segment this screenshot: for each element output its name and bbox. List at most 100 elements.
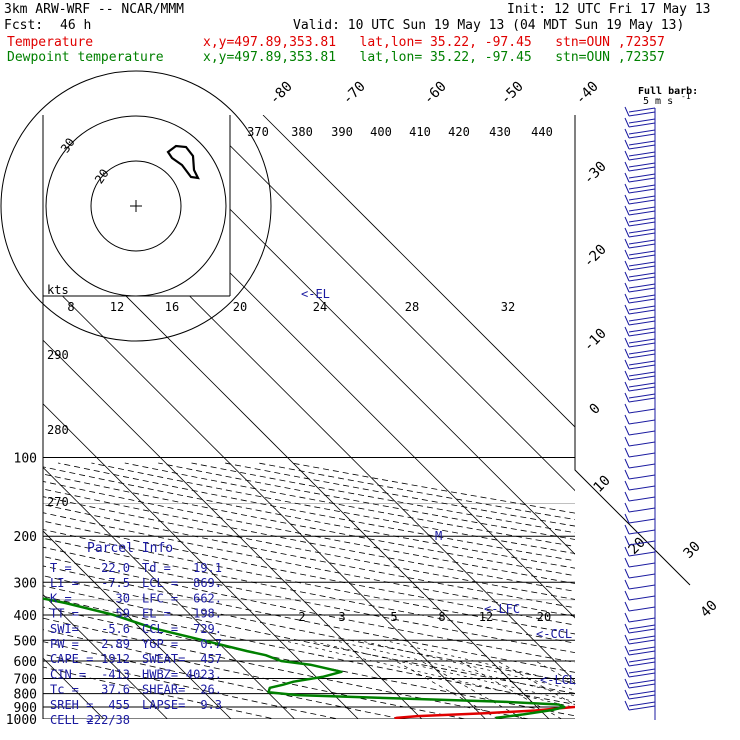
mixing-ratio-label: 12 <box>479 610 493 624</box>
barb-flag <box>628 184 656 190</box>
wind-barb <box>624 502 656 513</box>
isotherm <box>43 339 423 719</box>
barb-feather <box>624 535 630 546</box>
wind-barb <box>624 491 656 502</box>
temperature-tick-label: 10 <box>591 473 614 496</box>
theta-label: 440 <box>531 125 553 139</box>
barb-flag <box>628 199 656 205</box>
theta-label: 380 <box>291 125 313 139</box>
wind-barb <box>624 645 656 656</box>
barb-feather <box>624 502 630 513</box>
temperature-tick-label: -10 <box>581 326 610 355</box>
mixing-ratio-label: 20 <box>537 610 551 624</box>
barb-flag <box>628 188 656 194</box>
wind-barb <box>624 546 656 557</box>
valid-time: Valid: 10 UTC Sun 19 May 13 (04 MDT Sun … <box>293 18 685 33</box>
parcel-row-value: 59 <box>116 607 130 621</box>
parcel-row-label: LI = <box>50 576 79 590</box>
barb-flag <box>628 140 656 146</box>
barb-flag <box>628 250 656 256</box>
dry-adiabat <box>43 512 575 617</box>
wind-barb <box>624 656 656 667</box>
hodograph-speed-label: 28 <box>405 300 419 314</box>
barb-flag <box>628 617 656 623</box>
hodograph-speed-label: 16 <box>165 300 179 314</box>
barb-feather <box>624 513 630 524</box>
parcel-row-label: EL = <box>142 607 171 621</box>
wind-barb <box>624 205 656 216</box>
parcel-row-value: 0.7 <box>200 637 222 651</box>
parcel-row-label: SWI= <box>50 622 79 636</box>
parcel-row-value: 22.0 <box>101 561 130 575</box>
barb-flag <box>628 635 656 641</box>
dry-adiabat <box>43 488 575 592</box>
dry-adiabat <box>224 462 575 527</box>
barb-feather <box>624 425 630 436</box>
barb-flag <box>628 705 656 711</box>
barb-flag <box>628 155 656 161</box>
barb-feather <box>624 282 630 293</box>
parcel-row-label: LAPSE= <box>142 698 185 712</box>
parcel-row-label: CCL = <box>142 622 178 636</box>
wind-barb <box>624 425 656 436</box>
wind-barb <box>624 293 656 304</box>
barb-flag <box>628 265 656 271</box>
mixing-ratio-line <box>420 660 524 719</box>
barb-flag <box>628 107 656 113</box>
parcel-row-value: 729. <box>193 622 222 636</box>
wind-barb <box>624 436 656 447</box>
wind-barb <box>624 590 656 601</box>
barb-flag <box>628 122 656 128</box>
moist-adiabat <box>383 639 575 685</box>
barb-feather <box>624 480 630 491</box>
parcel-row-label: YGP = <box>142 637 178 651</box>
theta-side-label: 280 <box>47 423 69 437</box>
barb-flag <box>628 342 656 348</box>
temperature-tick-label: 40 <box>698 598 721 621</box>
pressure-tick-label: 400 <box>14 609 37 624</box>
barb-feather <box>624 205 630 216</box>
barb-flag <box>628 327 656 333</box>
barb-feather <box>624 304 630 315</box>
barb-flag <box>628 507 656 513</box>
wind-barb <box>624 689 656 700</box>
wind-barb <box>624 172 656 183</box>
theta-label: 370 <box>247 125 269 139</box>
barb-feather <box>624 348 630 359</box>
barb-flag <box>628 287 656 293</box>
barb-flag <box>628 474 656 480</box>
barb-feather <box>624 260 630 271</box>
wind-barb <box>624 535 656 546</box>
parcel-row-label: K = <box>50 591 72 605</box>
barb-flag <box>628 694 656 700</box>
barb-feather <box>624 359 630 370</box>
isotherm <box>43 530 232 719</box>
isotherm <box>262 115 575 428</box>
barb-flag <box>628 540 656 546</box>
barb-flag <box>628 309 656 315</box>
temperature-line <box>394 705 575 719</box>
barb-flag <box>628 683 656 689</box>
pressure-tick-label: 500 <box>14 634 37 649</box>
wind-barb <box>624 524 656 535</box>
wind-barb <box>624 403 656 414</box>
barb-flag <box>628 338 656 344</box>
barb-flag <box>628 151 656 157</box>
temperature-legend-label: Temperature <box>7 35 94 50</box>
barb-feather <box>624 315 630 326</box>
barb-flag <box>628 305 656 311</box>
wind-barb <box>624 249 656 260</box>
barb-feather <box>624 634 630 645</box>
hodograph-ring-label: 30 <box>58 135 78 155</box>
pressure-tick-label: 600 <box>14 655 37 670</box>
barb-flag <box>628 393 656 399</box>
dry-adiabat <box>43 496 575 600</box>
barb-flag <box>628 382 656 388</box>
moist-adiabat <box>282 639 575 708</box>
barb-feather <box>624 106 630 117</box>
wind-barb <box>624 117 656 128</box>
mixing-ratio-label: 5 <box>390 610 397 624</box>
isotherm <box>0 115 40 719</box>
temperature-tick-label: 0 <box>587 401 604 418</box>
barb-feather <box>624 392 630 403</box>
